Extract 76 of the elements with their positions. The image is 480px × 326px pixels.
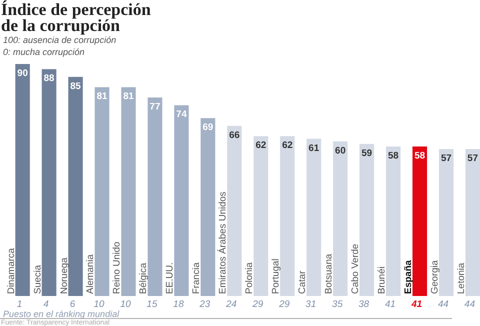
data-label: 77 <box>150 102 160 113</box>
text: 38 <box>358 299 370 310</box>
text: 1 <box>16 299 22 310</box>
data-label: 58 <box>388 150 399 162</box>
bar <box>306 138 322 296</box>
data-label: 85 <box>70 80 82 92</box>
data-label: 57 <box>440 153 452 164</box>
text: 44 <box>464 299 476 310</box>
text: 4 <box>43 299 49 310</box>
bar <box>360 144 374 296</box>
x-tick-label: Emiratos Árabes Unidos <box>216 191 229 294</box>
chart-subtitle: 100: ausencia de corrupción <box>3 35 116 45</box>
data-label: 90 <box>17 68 28 79</box>
bar <box>386 146 401 296</box>
data-label: 61 <box>308 142 320 154</box>
text: 6 <box>70 299 76 310</box>
bar <box>200 118 216 296</box>
x-tick-label: Suecia <box>32 264 44 294</box>
text: 41 <box>410 299 422 310</box>
text: 31 <box>306 299 316 310</box>
x-tick-label: Cabo Verde <box>350 244 362 294</box>
bar <box>254 136 268 296</box>
text: 29 <box>252 299 264 310</box>
text: 41 <box>384 299 396 310</box>
bar <box>412 146 428 296</box>
data-label: 62 <box>256 140 266 152</box>
bar <box>280 136 295 296</box>
x-tick-label: Alemania <box>85 254 96 294</box>
data-label: 60 <box>335 145 346 156</box>
text: 18 <box>173 299 184 310</box>
bar <box>333 141 348 296</box>
data-label: 88 <box>44 73 54 84</box>
text: 15 <box>146 299 158 310</box>
data-label: 81 <box>123 91 134 102</box>
data-label: 66 <box>229 130 240 141</box>
data-label: 58 <box>414 150 426 162</box>
bar <box>465 149 480 296</box>
x-tick-label: EE.UU. <box>164 262 176 294</box>
data-label: 62 <box>282 140 293 152</box>
data-label: 74 <box>176 109 188 120</box>
x-tick-label: Portugal <box>270 258 282 294</box>
chart-title: Índice de percepción de la corrupción <box>1 0 152 35</box>
text: 10 <box>120 299 132 310</box>
text: 0: mucha corrupción <box>3 47 85 57</box>
x-tick-label: Letonia <box>456 262 467 294</box>
bar <box>68 76 83 296</box>
bar <box>121 87 136 296</box>
bar <box>438 149 454 296</box>
bar <box>174 105 189 296</box>
x-tick-label: Noruega <box>58 256 70 294</box>
bar <box>42 69 56 296</box>
data-label: 81 <box>96 91 108 102</box>
x-tick-label: Polonia <box>244 262 256 294</box>
data-label: 59 <box>362 148 372 159</box>
x-tick-label: Dinamarca <box>6 247 17 294</box>
data-label: 69 <box>202 122 214 134</box>
bar <box>15 64 30 296</box>
x-tick-label: Catar <box>297 270 308 294</box>
x-tick-label: España <box>402 259 414 294</box>
x-tick-label: Reino Unido <box>112 242 123 294</box>
x-tick-label: Georgia <box>429 259 440 294</box>
data-label: 57 <box>467 153 478 164</box>
x-tick-label: Bélgica <box>138 262 150 294</box>
text: 35 <box>332 299 344 310</box>
bar <box>227 126 242 296</box>
text: Puesto en el ránking mundial <box>3 309 120 319</box>
text: 29 <box>278 299 290 310</box>
x-tick-label: Francia <box>191 262 202 294</box>
text: 23 <box>198 299 211 310</box>
text: 24 <box>225 299 237 310</box>
text: 10 <box>94 299 106 310</box>
x-tick-label: Botsuana <box>324 253 335 294</box>
x-tick-label: Brunéi <box>376 266 388 294</box>
bar <box>148 98 162 296</box>
text: 44 <box>438 299 449 310</box>
bar <box>94 87 110 296</box>
